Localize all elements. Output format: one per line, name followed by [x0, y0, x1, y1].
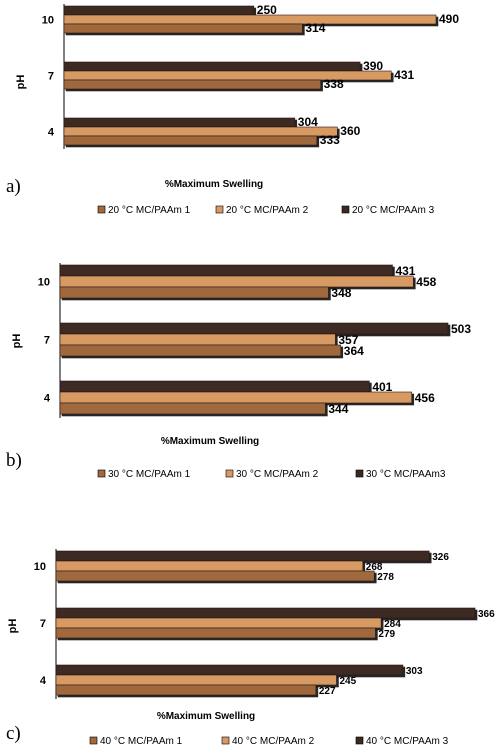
bar-10-series-2 — [59, 275, 414, 288]
bar-4-series-1 — [63, 135, 318, 146]
value-label: 284 — [384, 619, 401, 630]
legend-label-3: 20 °C MC/PAAm 3 — [352, 205, 435, 216]
legend-swatch-1 — [97, 469, 106, 478]
value-label: 278 — [377, 572, 394, 583]
category-label: 10 — [38, 277, 50, 289]
panel-label: b) — [6, 450, 22, 471]
bar-10-series-3 — [55, 550, 430, 562]
value-label: 431 — [395, 264, 415, 278]
bar-10-series-2 — [63, 14, 437, 25]
bar-4-series-3 — [59, 380, 370, 393]
y-axis-label: pH — [15, 75, 27, 90]
legend-label-2: 30 °C MC/PAAm 2 — [236, 469, 319, 480]
bar-10-series-3 — [59, 264, 393, 277]
value-label: 304 — [298, 115, 318, 129]
bar-10-series-2 — [55, 560, 364, 572]
bar-7-series-3 — [59, 322, 449, 335]
category-label: 4 — [40, 675, 47, 687]
y-axis-label: pH — [7, 619, 19, 634]
value-label: 390 — [363, 59, 383, 73]
value-label: 326 — [432, 552, 449, 563]
value-label: 333 — [320, 133, 340, 147]
bar-7-series-1 — [55, 627, 376, 639]
legend-swatch-2 — [221, 736, 230, 745]
legend-label-1: 30 °C MC/PAAm 1 — [108, 469, 191, 480]
value-label: 227 — [319, 686, 336, 697]
bar-4-series-1 — [59, 402, 326, 415]
legend-label-1: 20 °C MC/PAAm 1 — [108, 205, 191, 216]
legend-swatch-3 — [355, 736, 364, 745]
category-label: 10 — [34, 561, 46, 573]
value-label: 338 — [324, 77, 344, 91]
legend-label-3: 40 °C MC/PAAm 3 — [366, 736, 449, 747]
bar-10-series-3 — [63, 5, 255, 16]
bar-4-series-2 — [63, 126, 338, 137]
bar-7-series-2 — [59, 333, 336, 346]
value-label: 366 — [478, 609, 495, 620]
bar-4-series-2 — [55, 674, 337, 686]
value-label: 348 — [331, 286, 351, 300]
value-label: 268 — [366, 562, 383, 573]
bar-4-series-3 — [55, 664, 404, 676]
x-axis-label: %Maximum Swelling — [161, 436, 259, 447]
panel-label: c) — [6, 723, 21, 744]
legend-swatch-1 — [97, 205, 106, 214]
bar-10-series-1 — [59, 286, 329, 299]
bar-10-series-1 — [55, 570, 375, 582]
category-label: 7 — [48, 71, 54, 83]
bar-7-series-3 — [55, 607, 476, 619]
legend-swatch-2 — [225, 469, 234, 478]
value-label: 245 — [339, 676, 356, 687]
value-label: 401 — [372, 380, 392, 394]
legend-swatch-1 — [89, 736, 98, 745]
category-label: 4 — [48, 127, 55, 139]
y-axis-label: pH — [11, 334, 23, 349]
value-label: 431 — [394, 68, 414, 82]
value-label: 314 — [305, 21, 325, 35]
category-label: 7 — [44, 335, 50, 347]
value-label: 456 — [415, 391, 435, 405]
value-label: 357 — [338, 333, 358, 347]
value-label: 364 — [344, 344, 364, 358]
value-label: 279 — [378, 629, 395, 640]
legend-label-2: 20 °C MC/PAAm 2 — [226, 205, 309, 216]
bar-10-series-1 — [63, 23, 303, 34]
bar-4-series-2 — [59, 391, 413, 404]
bar-7-series-1 — [59, 344, 342, 357]
legend-label-3: 30 °C MC/PAAm3 — [366, 469, 446, 480]
bar-4-series-3 — [63, 117, 296, 128]
value-label: 503 — [451, 322, 471, 336]
category-label: 10 — [42, 15, 54, 27]
x-axis-label: %Maximum Swelling — [157, 711, 255, 722]
bar-7-series-1 — [63, 79, 321, 90]
legend-label-1: 40 °C MC/PAAm 1 — [100, 736, 183, 747]
legend-label-2: 40 °C MC/PAAm 2 — [232, 736, 315, 747]
legend-swatch-3 — [341, 205, 350, 214]
value-label: 250 — [257, 3, 277, 17]
value-label: 360 — [340, 124, 360, 138]
category-label: 4 — [44, 393, 51, 405]
value-label: 344 — [328, 402, 348, 416]
value-label: 458 — [416, 275, 436, 289]
bar-7-series-2 — [55, 617, 382, 629]
x-axis-label: %Maximum Swelling — [165, 179, 263, 190]
bar-4-series-1 — [55, 684, 317, 696]
category-label: 7 — [40, 618, 46, 630]
value-label: 490 — [439, 12, 459, 26]
panel-label: a) — [6, 176, 21, 197]
legend-swatch-3 — [355, 469, 364, 478]
bar-7-series-3 — [63, 61, 361, 72]
value-label: 303 — [406, 666, 423, 677]
legend-swatch-2 — [215, 205, 224, 214]
